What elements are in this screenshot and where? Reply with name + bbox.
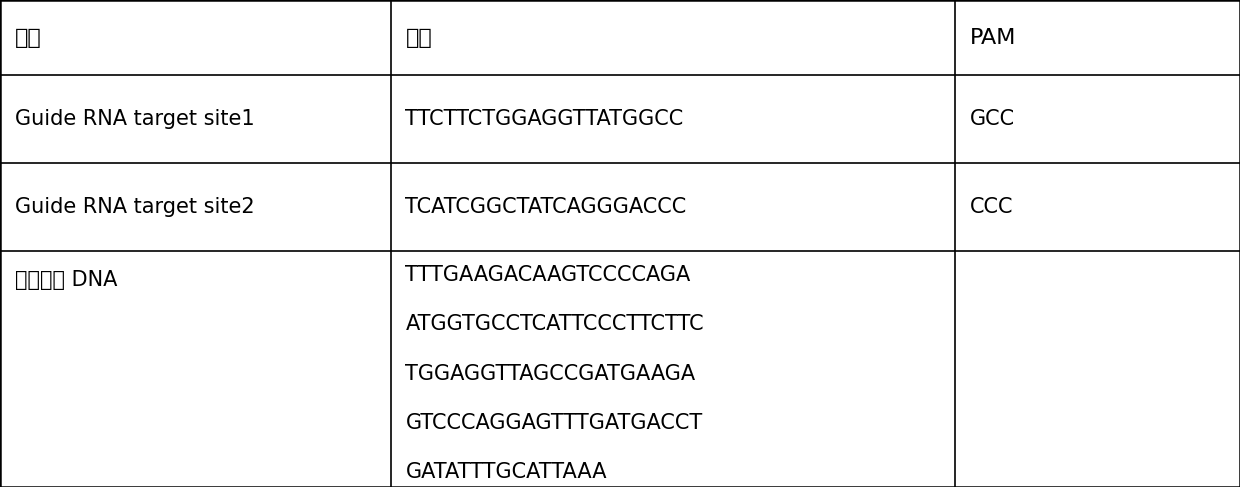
Text: TTTGAAGACAAGTCCCCAGA: TTTGAAGACAAGTCCCCAGA (405, 265, 691, 285)
Text: Guide RNA target site2: Guide RNA target site2 (15, 197, 254, 217)
Text: TTCTTCTGGAGGTTATGGCC: TTCTTCTGGAGGTTATGGCC (405, 109, 683, 130)
Text: GATATTTGCATTAAA: GATATTTGCATTAAA (405, 462, 608, 483)
Text: TGGAGGTTAGCCGATGAAGA: TGGAGGTTAGCCGATGAAGA (405, 364, 696, 384)
Text: ATGGTGCCTCATTCCCTTCTTC: ATGGTGCCTCATTCCCTTCTTC (405, 315, 704, 335)
Text: PAM: PAM (970, 28, 1016, 48)
Text: GCC: GCC (970, 109, 1014, 130)
Text: Guide RNA target site1: Guide RNA target site1 (15, 109, 254, 130)
Text: 修复模板 DNA: 修复模板 DNA (15, 270, 118, 290)
Text: CCC: CCC (970, 197, 1013, 217)
Text: 名称: 名称 (15, 28, 42, 48)
Text: 序列: 序列 (405, 28, 433, 48)
Text: GTCCCAGGAGTTTGATGACCT: GTCCCAGGAGTTTGATGACCT (405, 413, 703, 433)
Text: TCATCGGCTATCAGGGACCC: TCATCGGCTATCAGGGACCC (405, 197, 687, 217)
